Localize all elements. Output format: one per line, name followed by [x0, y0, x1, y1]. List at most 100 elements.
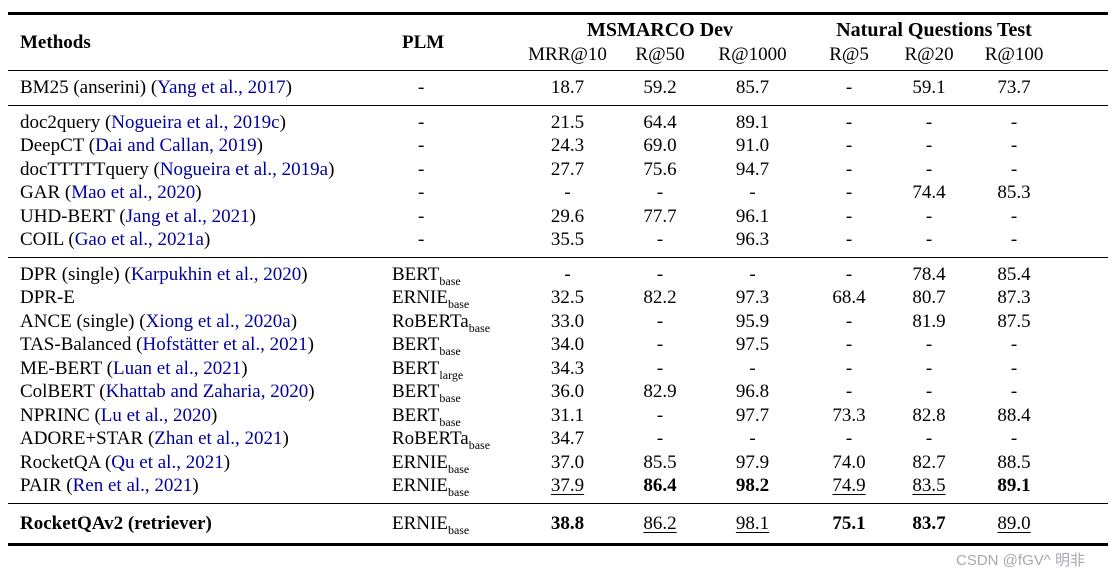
col-header-r20: R@20: [904, 43, 954, 65]
metric-value: 27.7: [550, 158, 585, 180]
metric-value: 96.8: [735, 381, 770, 402]
metric-value: -: [656, 310, 664, 332]
table-row: TAS-Balanced (Hofstätter et al., 2021) BE…: [8, 333, 1108, 357]
metric-value: 82.2: [643, 287, 677, 308]
citation-link[interactable]: Zhan et al., 2021: [154, 428, 283, 449]
metric-value: 68.4: [832, 287, 866, 308]
method-name: ADORE+STAR (Zhan et al., 2021): [20, 428, 289, 449]
metric-value: 18.7: [550, 77, 585, 98]
table-row: GAR (Mao et al., 2020) - - - - - 74.4 85.3: [8, 181, 1108, 205]
citation-link[interactable]: Mao et al., 2020: [71, 182, 196, 203]
metric-value: 74.4: [912, 182, 946, 203]
table-row: COIL (Gao et al., 2021a) - 35.5 - 96.3 - - -: [8, 228, 1108, 257]
plm-value: -: [418, 77, 425, 98]
table-row: doc2query (Nogueira et al., 2019c) - 21.5 6…: [8, 105, 1108, 134]
plm-value: BERTbase: [392, 381, 461, 405]
metric-value: 89.1: [735, 111, 770, 133]
citation-link[interactable]: Dai and Callan, 2019: [95, 135, 257, 156]
table-row: docTTTTTquery (Nogueira et al., 2019a) - 2…: [8, 158, 1108, 182]
plm-value: BERTlarge: [392, 357, 464, 382]
method-name: DeepCT (Dai and Callan, 2019): [20, 135, 263, 156]
citation-link[interactable]: Gao et al., 2021a: [74, 229, 204, 250]
metric-value: -: [925, 357, 933, 379]
metric-value: 87.3: [997, 287, 1031, 308]
metric-value: -: [925, 334, 933, 355]
metric-value: 94.7: [735, 158, 770, 180]
metric-value: -: [1010, 111, 1018, 133]
plm-value: ERNIEbase: [392, 287, 470, 311]
plm-value: -: [418, 229, 425, 250]
plm-value: -: [418, 158, 425, 180]
metric-value: -: [564, 182, 571, 203]
metric-value: -: [845, 111, 853, 133]
citation-link[interactable]: Nogueira et al., 2019c: [111, 111, 280, 133]
metric-value: 69.0: [643, 135, 677, 156]
citation-link[interactable]: Lu et al., 2020: [100, 404, 212, 426]
method-name: docTTTTTquery (Nogueira et al., 2019a): [20, 158, 335, 180]
plm-value: -: [418, 135, 425, 156]
metric-value: -: [1010, 357, 1018, 379]
metric-value: 88.5: [997, 451, 1031, 473]
plm-value: ERNIEbase: [392, 512, 470, 537]
table-row: PAIR (Ren et al., 2021) ERNIEbase 37.9 86.4…: [8, 474, 1108, 503]
col-header-r100: R@100: [984, 43, 1044, 65]
metric-value: 87.5: [997, 310, 1031, 332]
col-header-mrr10: MRR@10: [528, 43, 607, 65]
metric-value: 86.4: [643, 475, 677, 496]
metric-value: 78.4: [912, 263, 946, 285]
metric-value: 96.3: [735, 229, 770, 250]
citation-link[interactable]: Yang et al., 2017: [157, 77, 286, 98]
citation-link[interactable]: Ren et al., 2021: [72, 475, 193, 496]
citation-link[interactable]: Qu et al., 2021: [111, 451, 224, 473]
method-name: RocketQA (Qu et al., 2021): [20, 451, 231, 473]
table-row: ADORE+STAR (Zhan et al., 2021) RoBERTabas…: [8, 427, 1108, 451]
group-header-natural-questions-test: Natural Questions Test: [836, 19, 1032, 41]
citation-link[interactable]: Xiong et al., 2020a: [145, 310, 291, 332]
table-row: UHD-BERT (Jang et al., 2021) - 29.6 77.7 96.…: [8, 205, 1108, 229]
section-rocketqav2: RocketQAv2 (retriever) ERNIEbase 38.8 86.2 9…: [8, 503, 1108, 545]
metric-value: 34.3: [550, 357, 585, 379]
metric-value: -: [845, 182, 853, 203]
col-header-r5: R@5: [829, 43, 869, 65]
plm-value: ERNIEbase: [392, 451, 470, 476]
metric-value: -: [925, 229, 933, 250]
metric-value: -: [656, 182, 664, 203]
metric-value: -: [925, 381, 933, 402]
citation-link[interactable]: Khattab and Zaharia, 2020: [105, 381, 309, 402]
metric-value: -: [1010, 334, 1018, 355]
metric-value: 97.3: [735, 287, 770, 308]
metric-value: -: [749, 182, 756, 203]
metric-value: 98.2: [735, 475, 770, 496]
metric-value: 85.7: [735, 77, 770, 98]
metric-value: 36.0: [550, 381, 585, 402]
citation-link[interactable]: Hofstätter et al., 2021: [142, 334, 308, 355]
plm-value: ERNIEbase: [392, 475, 470, 499]
metric-value: 80.7: [912, 287, 946, 308]
table-row: ColBERT (Khattab and Zaharia, 2020) BERTb…: [8, 380, 1108, 404]
plm-value: BERTbase: [392, 263, 461, 288]
metric-value: 77.7: [643, 205, 677, 227]
citation-link[interactable]: Nogueira et al., 2019a: [159, 158, 329, 180]
plm-value: -: [418, 205, 425, 227]
metric-value: -: [1010, 135, 1018, 156]
metric-value: -: [1010, 229, 1018, 250]
citation-link[interactable]: Jang et al., 2021: [125, 205, 250, 227]
metric-value: -: [656, 404, 664, 426]
metric-value: 37.9: [550, 475, 585, 496]
method-name: BM25 (anserini) (Yang et al., 2017): [20, 77, 292, 98]
citation-link[interactable]: Karpukhin et al., 2020: [130, 263, 302, 285]
metric-value: 86.2: [643, 512, 677, 534]
section-sparse-methods: doc2query (Nogueira et al., 2019c) - 21.5 6…: [8, 105, 1109, 257]
metric-value: 24.3: [550, 135, 585, 156]
metric-value: -: [1010, 158, 1018, 180]
metric-value: 35.5: [550, 229, 585, 250]
table-row: NPRINC (Lu et al., 2020) BERTbase 31.1 - 97.…: [8, 404, 1108, 428]
method-name: ColBERT (Khattab and Zaharia, 2020): [20, 381, 315, 402]
metric-value: 88.4: [997, 404, 1031, 426]
method-name: PAIR (Ren et al., 2021): [20, 475, 199, 496]
table-row: DeepCT (Dai and Callan, 2019) - 24.3 69.0 91…: [8, 134, 1108, 158]
metric-value: -: [845, 263, 853, 285]
citation-link[interactable]: Luan et al., 2021: [112, 357, 242, 379]
metric-value: 75.6: [643, 158, 677, 180]
metric-value: 82.9: [643, 381, 677, 402]
